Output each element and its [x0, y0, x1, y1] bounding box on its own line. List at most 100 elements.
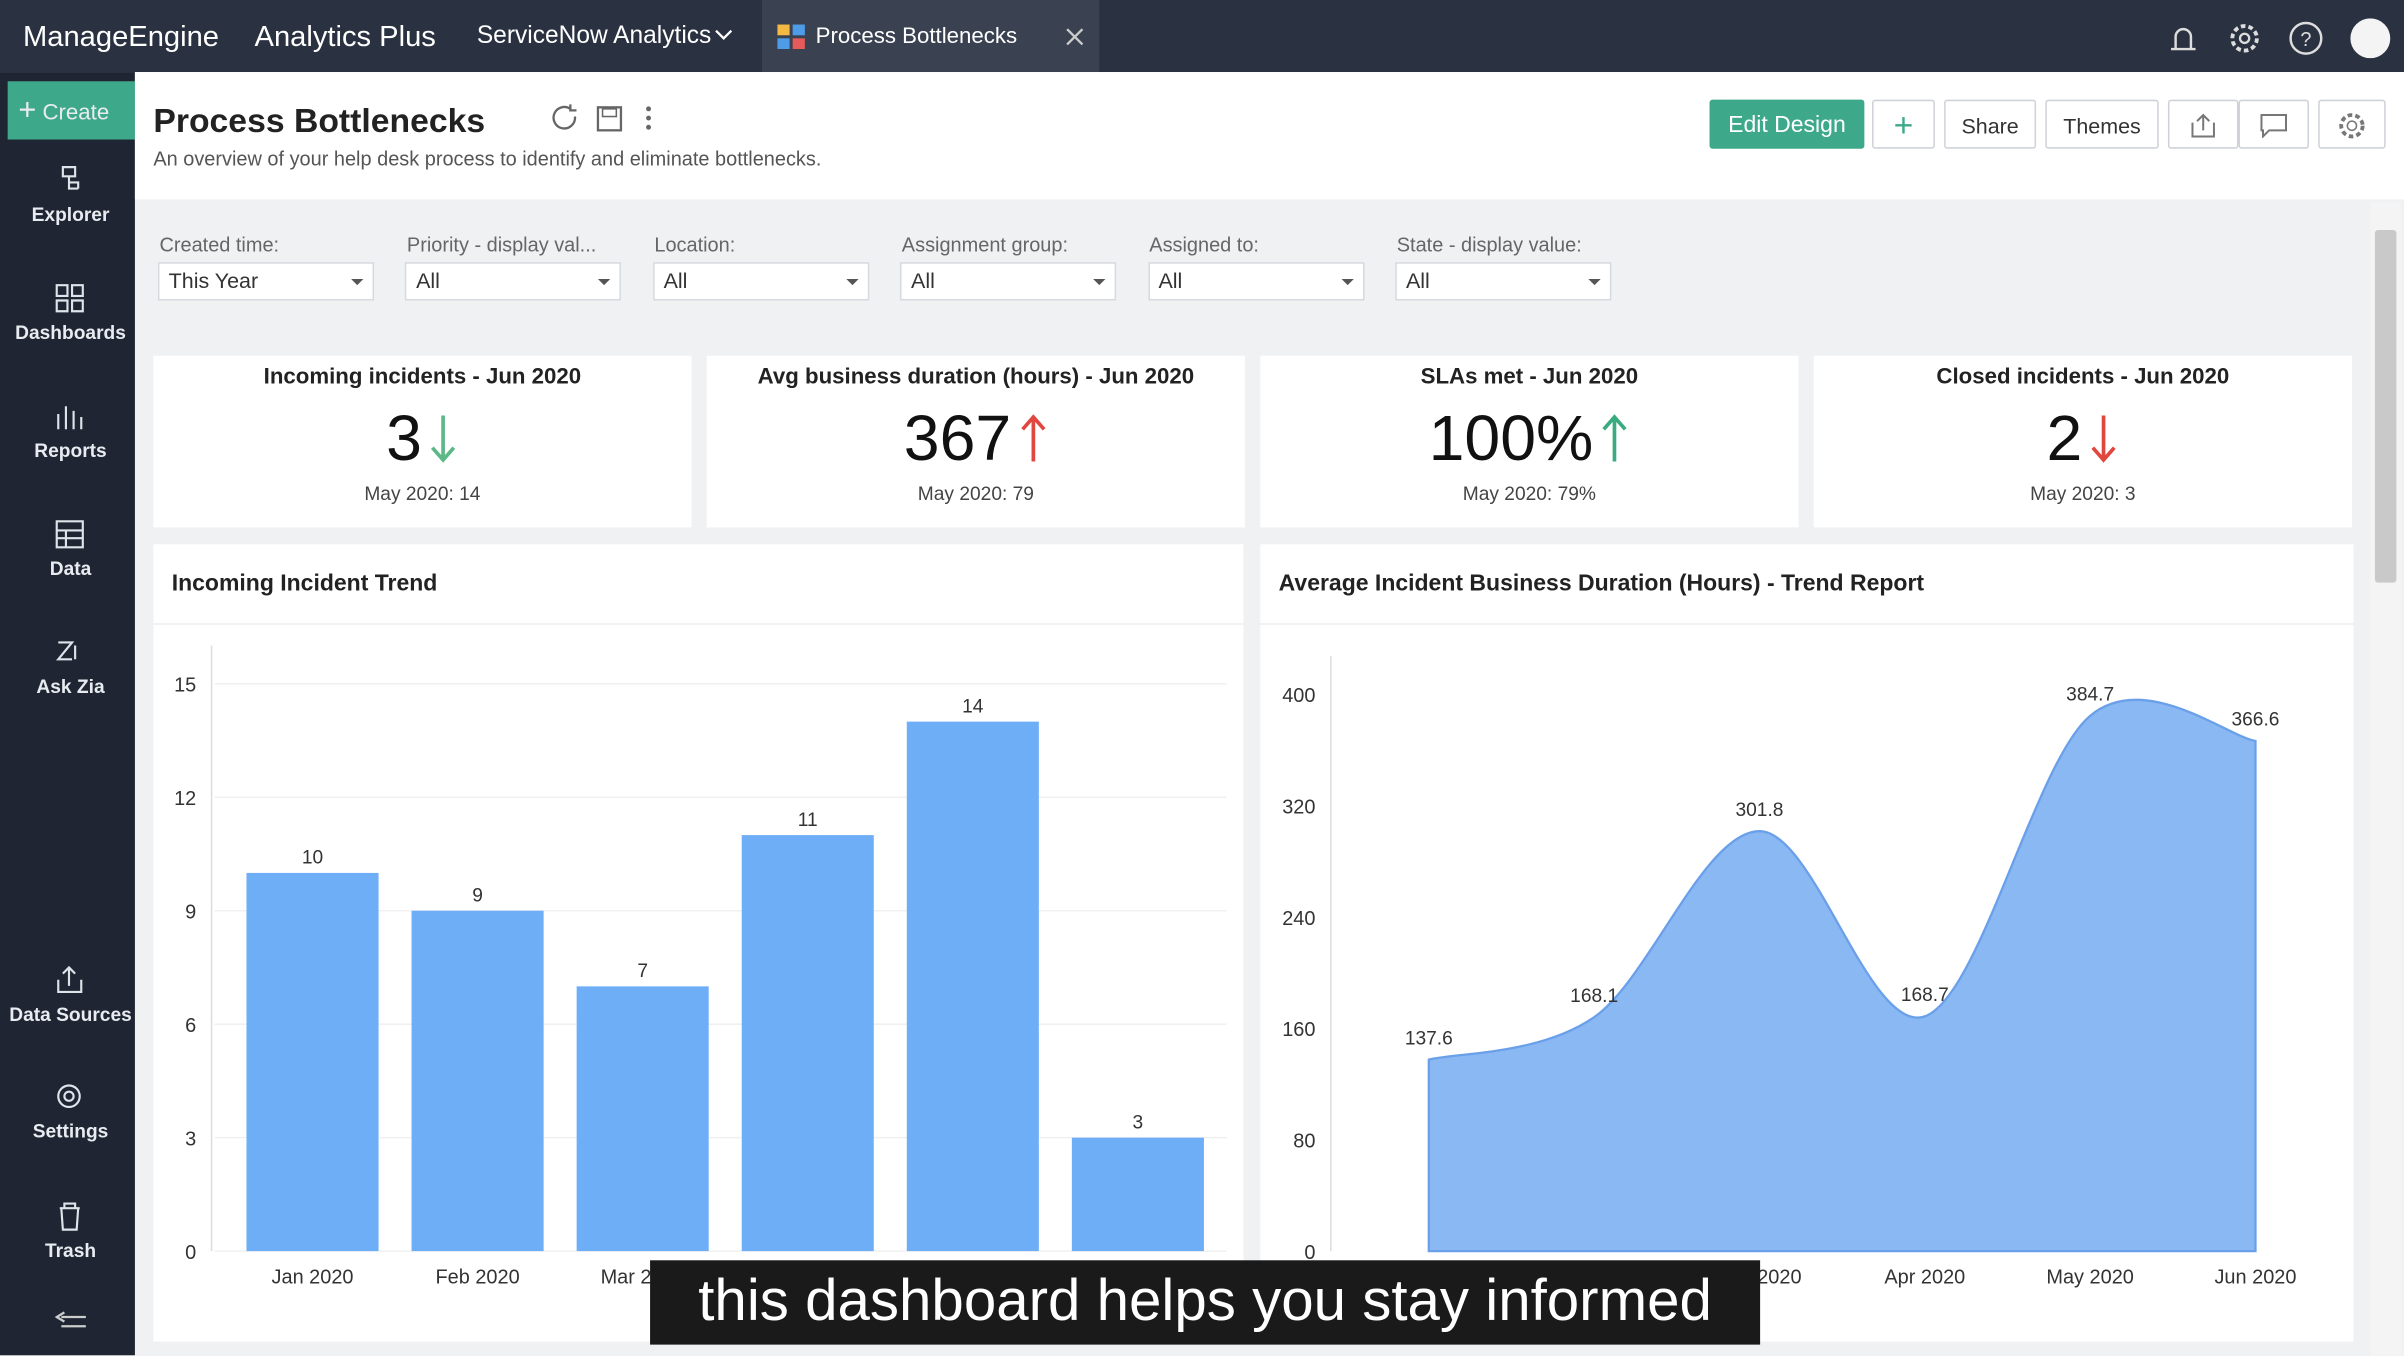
bar-chart: Incoming Incident Trend 0 3 6 9 12 15 Jan 2020 F…	[153, 569, 1244, 1288]
brand: ManageEngine	[22, 21, 219, 54]
kpi-value: 100%	[1428, 401, 1594, 474]
themes-button[interactable]: Themes	[2045, 99, 2159, 149]
kpi-value: 2	[2046, 401, 2083, 474]
filter-select[interactable]: This Year	[157, 262, 375, 301]
filter-label: Assignment group:	[901, 233, 1069, 257]
comment-button[interactable]	[2238, 99, 2309, 149]
kpi-row: 3	[153, 399, 691, 479]
sidebar-label: Data	[49, 558, 92, 580]
kpi-value: 3	[386, 401, 422, 474]
kpi-compare: May 2020: 3	[2030, 482, 2136, 505]
kpi-title: SLAs met - Jun 2020	[1420, 364, 1639, 390]
bar	[741, 835, 874, 1252]
sidebar-item[interactable]: Data	[0, 518, 141, 580]
data-label: 384.7	[2066, 684, 2114, 705]
sidebar-icon	[59, 1202, 80, 1231]
y-tick-label: 3	[185, 1128, 196, 1150]
top-icons[interactable]: ?	[2162, 18, 2392, 59]
filter-select[interactable]: All	[405, 262, 622, 301]
chart-panel: Incoming Incident Trend 0 3 6 9 12 15 Jan 2020 F…	[153, 544, 1244, 1342]
sidebar-label: Reports	[34, 440, 107, 462]
kpi-title: Incoming incidents - Jun 2020	[263, 364, 582, 390]
data-label: 9	[472, 886, 483, 907]
filter-label: Location:	[654, 233, 736, 257]
data-label: 3	[1133, 1112, 1144, 1133]
title-icons[interactable]	[552, 104, 662, 135]
export-button[interactable]	[2167, 99, 2239, 149]
tab-icon	[777, 24, 805, 50]
y-tick-label: 0	[185, 1242, 196, 1264]
sidebar-icon	[61, 166, 80, 190]
filter-select[interactable]: All	[900, 262, 1117, 301]
add-button[interactable]: +	[1872, 99, 1935, 149]
data-label: 168.1	[1570, 986, 1618, 1007]
filter-select[interactable]: All	[1147, 262, 1364, 301]
chart-title: Incoming Incident Trend	[172, 569, 438, 595]
tab-label: Process Bottlenecks	[815, 24, 1018, 50]
data-label: 301.8	[1736, 800, 1784, 821]
kpi-title: Closed incidents - Jun 2020	[1936, 364, 2230, 390]
kpi-card: Closed incidents - Jun 2020 2 May 2020: 3	[1813, 355, 2352, 528]
collapse[interactable]	[55, 1311, 89, 1332]
y-tick-label: 240	[1282, 908, 1315, 930]
sidebar-item[interactable]: Settings	[0, 1081, 141, 1142]
sidebar-icon	[57, 965, 83, 994]
sidebar-icon	[57, 406, 83, 430]
scrollbar[interactable]	[2370, 202, 2401, 1356]
kpi-row: 100%	[1260, 399, 1798, 479]
y-tick-label: 160	[1282, 1019, 1315, 1041]
sidebar: + Create Explorer Dashboards Reports Data Ask…	[0, 72, 135, 1356]
sidebar-item[interactable]: Trash	[0, 1200, 141, 1262]
sidebar-item[interactable]: Dashboards	[0, 282, 141, 343]
area-chart: Average Incident Business Duration (Hour…	[1260, 569, 2354, 1288]
sidebar-label: Trash	[44, 1240, 97, 1262]
chart-panel: Average Incident Business Duration (Hour…	[1260, 544, 2354, 1342]
page-subtitle: An overview of your help desk process to…	[153, 147, 822, 171]
create-button[interactable]: + Create	[7, 81, 135, 140]
bar	[411, 910, 544, 1252]
y-tick-label: 6	[185, 1015, 196, 1037]
close[interactable]	[1066, 28, 1084, 46]
sidebar-label: Dashboards	[15, 321, 126, 344]
filter-select[interactable]: All	[652, 262, 870, 301]
sidebar-item[interactable]: Data Sources	[0, 964, 141, 1026]
sidebar-icon	[57, 1084, 81, 1109]
bar	[246, 872, 379, 1252]
trend-arrow	[2091, 415, 2116, 463]
comment-icon	[2260, 113, 2287, 139]
bar	[576, 986, 709, 1252]
data-label: 366.6	[2231, 710, 2279, 731]
page-title: Process Bottlenecks	[153, 101, 486, 140]
y-tick-label: 12	[174, 788, 196, 810]
chevron	[715, 29, 733, 40]
data-label: 14	[962, 696, 984, 717]
svg-text:?: ?	[2300, 29, 2311, 51]
sidebar-label: Data Sources	[9, 1004, 132, 1026]
filter-select[interactable]: All	[1395, 262, 1612, 301]
share-button[interactable]: Share	[1944, 99, 2037, 149]
edit-design-button[interactable]: Edit Design	[1709, 99, 1865, 149]
data-label: 168.7	[1901, 985, 1949, 1006]
kpi-card: SLAs met - Jun 2020 100% May 2020: 79%	[1260, 355, 1799, 528]
sidebar-item[interactable]: Reports	[0, 400, 141, 461]
chart-title: Average Incident Business Duration (Hour…	[1279, 569, 1925, 595]
x-tick-label: Jun 2020	[2214, 1266, 2296, 1288]
sidebar-item[interactable]: Explorer	[0, 164, 141, 225]
sidebar-item[interactable]: Ask Zia	[0, 636, 141, 698]
tab[interactable]: Process Bottlenecks	[762, 0, 1100, 73]
trend-arrow	[1020, 414, 1045, 462]
caption: this dashboard helps you stay informed	[650, 1260, 1761, 1345]
kpi-value: 367	[903, 401, 1012, 474]
sidebar-label: Settings	[32, 1120, 109, 1143]
create-label: Create	[42, 101, 110, 126]
sidebar-icon	[55, 520, 84, 549]
kpi-compare: May 2020: 79%	[1462, 482, 1596, 505]
settings-icon	[2339, 113, 2365, 139]
y-tick-label: 0	[1304, 1242, 1315, 1264]
y-tick-label: 320	[1282, 797, 1315, 819]
settings-button[interactable]	[2318, 99, 2386, 149]
workspace[interactable]: ServiceNow Analytics	[476, 22, 712, 50]
sidebar-label: Explorer	[31, 203, 110, 226]
kpi-row: 367	[707, 399, 1245, 479]
